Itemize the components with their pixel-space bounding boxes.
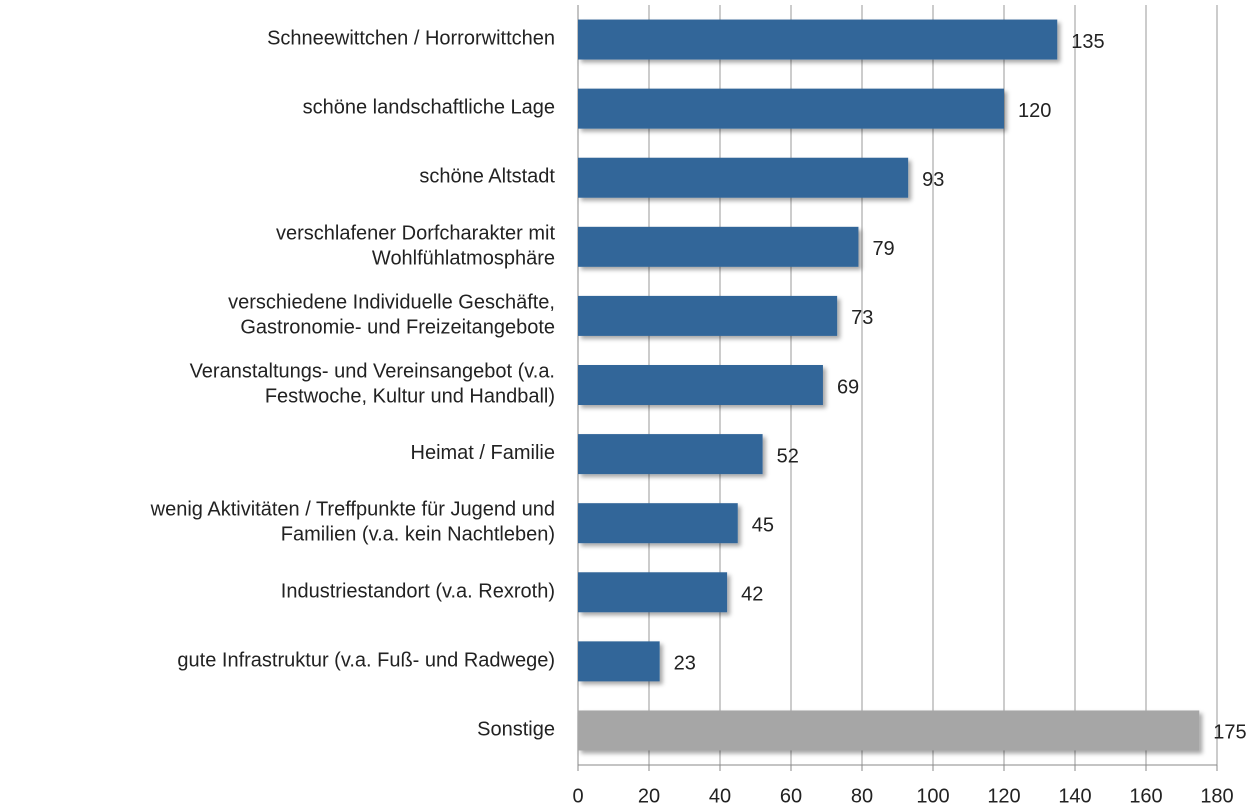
value-label: 120: [1018, 100, 1051, 122]
category-label-line: Industriestandort (v.a. Rexroth): [281, 581, 555, 603]
bar: [578, 157, 909, 198]
x-tick-label: 140: [1058, 785, 1091, 807]
category-label-line: Gastronomie- und Freizeitangebote: [240, 317, 555, 339]
x-tick-label: 180: [1200, 785, 1233, 807]
category-label-line: Heimat / Familie: [411, 442, 555, 464]
value-label: 73: [851, 307, 873, 329]
category-label: Heimat / Familie: [411, 442, 555, 464]
x-tick-label: 100: [916, 785, 949, 807]
bar: [578, 19, 1058, 60]
x-tick-label: 80: [851, 785, 873, 807]
category-label-line: verschlafener Dorfcharakter mit: [276, 223, 555, 245]
bar: [578, 365, 823, 405]
x-tick-label: 120: [987, 785, 1020, 807]
value-label: 23: [674, 653, 696, 675]
value-label: 175: [1213, 722, 1246, 744]
category-label: verschiedene Individuelle Geschäfte, Gast…: [228, 292, 555, 339]
bar: [578, 572, 728, 613]
category-label-line: wenig Aktivitäten / Treffpunkte für Juge…: [150, 499, 555, 521]
category-label-line: Wohlfühlatmosphäre: [372, 248, 555, 270]
x-tick-label: 20: [638, 785, 660, 807]
category-label: Schneewittchen / Horrorwittchen: [267, 28, 555, 50]
value-label: 93: [922, 169, 944, 191]
bar: [578, 226, 859, 267]
category-label-line: Familien (v.a. kein Nachtleben): [281, 524, 555, 546]
category-label: schöne Altstadt: [419, 166, 555, 188]
bar: [578, 88, 1004, 129]
category-label-line: Veranstaltungs- und Vereinsangebot (v.a.: [190, 361, 555, 383]
category-label-line: Sonstige: [477, 719, 555, 741]
value-label: 135: [1071, 31, 1104, 53]
value-label: 45: [752, 514, 774, 536]
value-label: 42: [741, 584, 763, 606]
value-label: 69: [837, 376, 859, 398]
bar: [578, 434, 763, 475]
category-label: Industriestandort (v.a. Rexroth): [281, 581, 555, 603]
value-label: 79: [872, 238, 894, 260]
category-label: Veranstaltungs- und Vereinsangebot (v.a.…: [190, 361, 555, 408]
category-label-line: Schneewittchen / Horrorwittchen: [267, 28, 555, 50]
category-label-line: verschiedene Individuelle Geschäfte,: [228, 292, 555, 314]
category-label-line: schöne Altstadt: [419, 166, 555, 188]
category-label-line: schöne landschaftliche Lage: [303, 97, 555, 119]
bar: [578, 295, 838, 336]
x-tick-label: 160: [1129, 785, 1162, 807]
x-tick-label: 60: [780, 785, 802, 807]
x-tick-label: 40: [709, 785, 731, 807]
bar: [578, 710, 1200, 751]
bar: [578, 503, 738, 544]
x-tick-label: 0: [572, 785, 583, 807]
category-label: wenig Aktivitäten / Treffpunkte für Juge…: [150, 499, 555, 546]
category-label: gute Infrastruktur (v.a. Fuß- und Radweg…: [177, 650, 555, 672]
category-label: schöne landschaftliche Lage: [303, 97, 555, 119]
value-label: 52: [777, 445, 799, 467]
category-label-line: Festwoche, Kultur und Handball): [265, 386, 555, 408]
category-label-line: gute Infrastruktur (v.a. Fuß- und Radweg…: [177, 650, 555, 672]
bar: [578, 641, 660, 682]
category-label: Sonstige: [477, 719, 555, 741]
category-label: verschlafener Dorfcharakter mit Wohlfühla…: [276, 223, 555, 270]
